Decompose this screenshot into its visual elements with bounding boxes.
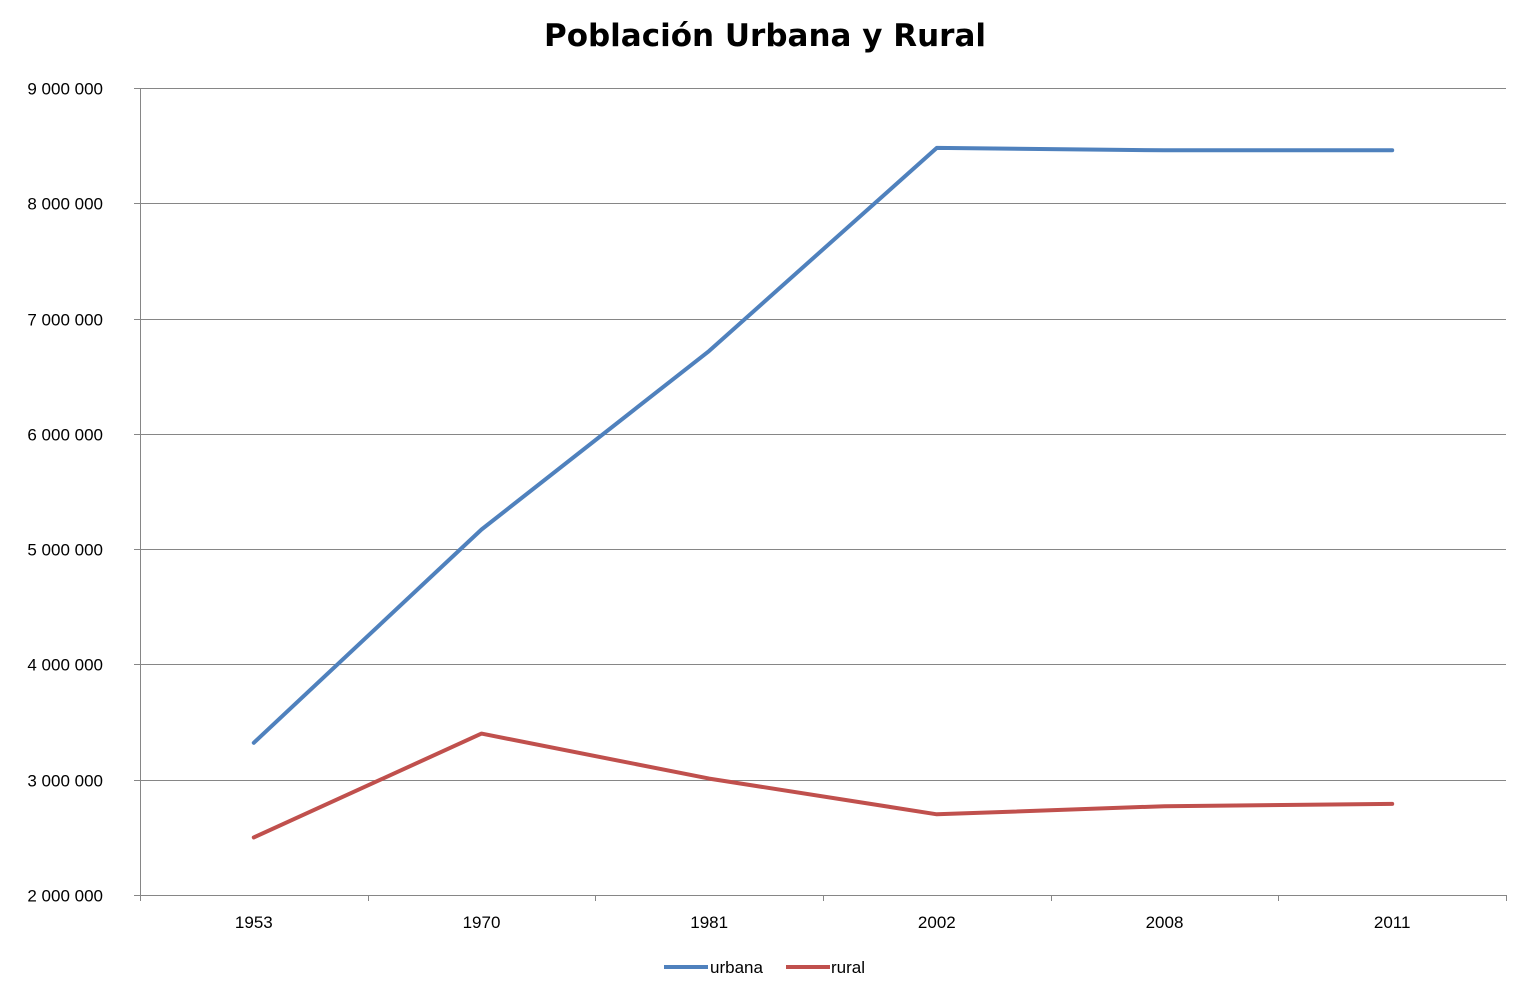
y-axis: 2 000 000 3 000 000 4 000 000 5 000 000 6 00… [27,80,141,906]
legend-label-rural: rural [831,958,865,977]
x-axis: 1953 1970 1981 2002 2008 2011 [140,895,1507,932]
y-tick-label: 9 000 000 [27,80,103,99]
legend: urbana rural [664,958,865,977]
x-tick-label: 1981 [690,913,728,932]
gridlines [140,88,1506,896]
series-lines [251,145,1395,840]
series-line-urbana [251,145,1395,745]
x-tick-label: 1953 [235,913,273,932]
y-tick-label: 7 000 000 [27,311,103,330]
y-tick-label: 3 000 000 [27,772,103,791]
y-tick-label: 2 000 000 [27,887,103,906]
series-line-rural [251,731,1395,840]
y-tick-label: 4 000 000 [27,656,103,675]
x-tick-label: 2011 [1374,913,1411,932]
chart-title: Población Urbana y Rural [543,18,987,54]
y-tick-label: 8 000 000 [27,195,103,214]
x-tick-label: 2002 [918,913,956,932]
legend-label-urbana: urbana [710,958,763,977]
y-tick-label: 5 000 000 [27,541,103,560]
y-tick-label: 6 000 000 [27,426,103,445]
x-tick-label: 1970 [463,913,501,932]
x-tick-label: 2008 [1146,913,1184,932]
